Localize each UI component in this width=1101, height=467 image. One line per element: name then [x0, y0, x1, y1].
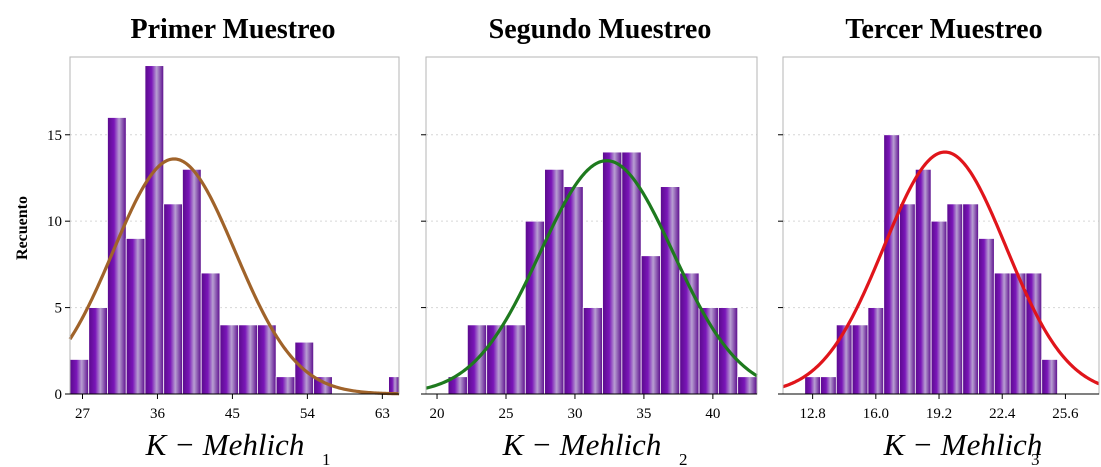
histogram-bar — [238, 324, 258, 395]
histogram-bar — [88, 307, 108, 395]
histogram-bar — [1025, 272, 1043, 395]
histogram-bars — [447, 151, 758, 395]
histogram-bars — [804, 134, 1058, 395]
x-tick-label: 20 — [430, 406, 445, 422]
x-axis-label: K − Mehlich — [502, 427, 662, 462]
x-tick-label: 25.6 — [1052, 406, 1079, 422]
histogram-bar — [867, 307, 885, 395]
x-tick-label: 54 — [300, 406, 316, 422]
x-tick-label: 16.0 — [863, 406, 889, 422]
axis-ticks: 27 36 45 54 63 0 5 10 15 — [47, 128, 399, 422]
y-tick-label: 15 — [47, 128, 62, 144]
grid-lines — [426, 134, 757, 309]
histogram-bar — [946, 203, 964, 395]
panel-title: Segundo Muestreo — [489, 14, 712, 45]
histogram-bar — [993, 272, 1011, 395]
histogram-bar — [660, 186, 681, 395]
panel-title: Tercer Muestreo — [845, 14, 1042, 45]
histogram-bar — [505, 324, 526, 395]
histogram-bar — [69, 359, 90, 395]
y-tick-label: 10 — [47, 214, 62, 230]
x-tick-label: 40 — [705, 406, 720, 422]
histogram-bar — [563, 186, 584, 395]
histogram-bar — [737, 376, 758, 395]
x-axis-label: K − Mehlich — [145, 427, 305, 462]
histogram-bar — [679, 272, 700, 395]
x-tick-label: 19.2 — [926, 406, 952, 422]
x-tick-label: 63 — [375, 406, 390, 422]
histogram-bar — [820, 376, 837, 395]
axis-ticks: 20 25 30 35 40 — [421, 134, 757, 422]
histogram-bar — [125, 238, 146, 395]
axis-ticks: 12.8 16.0 19.2 22.4 25.6 — [778, 134, 1099, 422]
normal-curve — [68, 157, 400, 396]
x-tick-label: 12.8 — [800, 406, 826, 422]
histogram-bar — [1041, 359, 1058, 395]
histogram-bar — [144, 65, 165, 395]
histogram-bar — [257, 324, 277, 395]
histogram-bar — [962, 203, 979, 395]
histogram-bar — [883, 134, 900, 395]
histogram-bar — [275, 376, 296, 395]
histogram-bar — [582, 307, 603, 395]
histogram-bar — [182, 168, 202, 395]
histogram-bar — [914, 168, 932, 395]
y-tick-label: 5 — [55, 301, 63, 317]
histogram-bar — [899, 203, 916, 395]
normal-curve — [782, 150, 1100, 389]
x-tick-label: 22.4 — [989, 406, 1016, 422]
y-tick-label: 0 — [55, 387, 63, 403]
histogram-bars — [69, 65, 400, 395]
panel-title: Primer Muestreo — [131, 14, 336, 45]
normal-curve — [425, 159, 758, 390]
histogram-bar — [978, 238, 995, 395]
histogram-bar — [602, 151, 623, 395]
y-axis-label: Recuento — [14, 196, 31, 260]
x-axis-label: K − Mehlich — [883, 427, 1043, 462]
histogram-bar — [219, 324, 240, 395]
histogram-bar — [835, 324, 853, 395]
panel-segundo-muestreo: Segundo Muestreo 20 25 30 35 40 K − Mehlich … — [421, 14, 758, 467]
histogram-bar — [200, 272, 221, 395]
histogram-bar — [640, 255, 661, 395]
x-axis-label-subscript: 3 — [1031, 450, 1040, 467]
panel-primer-muestreo: Primer Muestreo 27 36 45 54 63 0 5 10 15 K − Meh… — [47, 14, 400, 467]
x-axis-label-subscript: 2 — [679, 450, 688, 467]
histogram-bar — [930, 220, 948, 395]
x-tick-label: 30 — [567, 406, 582, 422]
x-tick-label: 25 — [498, 406, 513, 422]
panel-tercer-muestreo: Tercer Muestreo 12.8 16.0 19.2 22.4 25.6 K −… — [778, 14, 1100, 467]
histogram-bar — [544, 168, 565, 395]
x-tick-label: 27 — [75, 406, 91, 422]
histogram-bar — [388, 376, 400, 395]
histogram-bar — [163, 203, 183, 395]
histogram-bar — [851, 324, 869, 395]
x-tick-label: 35 — [636, 406, 651, 422]
histogram-bar — [804, 376, 821, 395]
x-tick-label: 45 — [225, 406, 240, 422]
x-tick-label: 36 — [150, 406, 166, 422]
x-axis-label-subscript: 1 — [322, 450, 331, 467]
